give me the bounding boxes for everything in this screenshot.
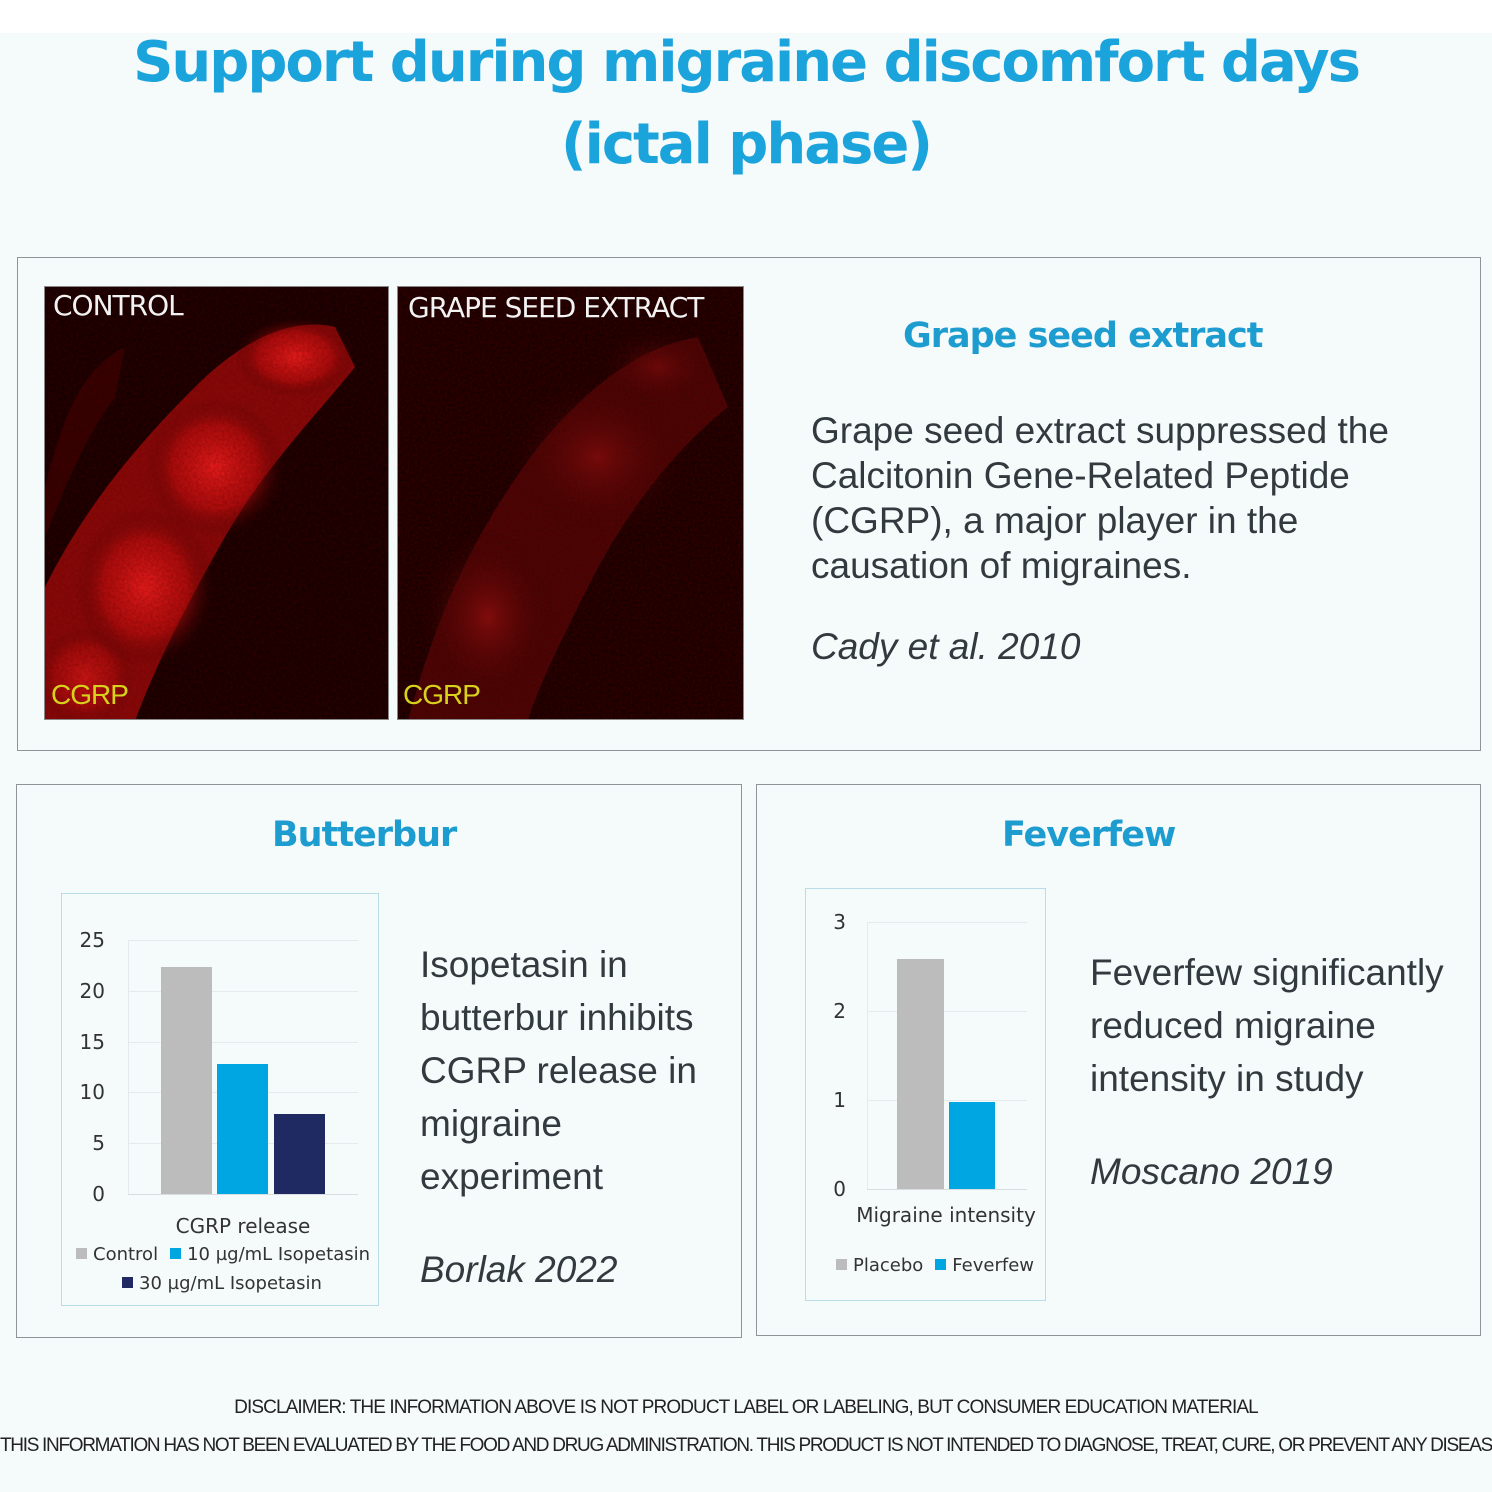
bar-placebo xyxy=(897,959,944,1189)
bar-feverfew xyxy=(949,1102,995,1189)
page-title: Support during migraine discomfort days xyxy=(133,30,1361,95)
grape-seed-citation: Cady et al. 2010 xyxy=(811,626,1081,667)
y-tick-label: 10 xyxy=(79,1080,105,1104)
legend-item: Placebo xyxy=(836,1255,923,1276)
butterbur-heading: Butterbur xyxy=(272,815,457,855)
grape-seed-extract-label: GRAPE SEED EXTRACT xyxy=(408,291,704,324)
cgrp-marker-label: CGRP xyxy=(403,679,481,710)
description-line: intensity in study xyxy=(1090,1058,1364,1099)
description-line: experiment xyxy=(420,1156,604,1197)
x-axis-label: CGRP release xyxy=(175,1214,311,1238)
gridline xyxy=(128,991,358,992)
y-tick-label: 2 xyxy=(833,999,846,1023)
y-tick-label: 20 xyxy=(79,979,105,1003)
gridline xyxy=(867,1100,1027,1101)
chart-legend: Placebo Feverfew xyxy=(836,1255,1046,1276)
y-tick-label: 15 xyxy=(79,1030,105,1054)
x-axis-line xyxy=(867,1189,1027,1190)
description-line: migraine xyxy=(420,1103,562,1144)
legend-item: Control xyxy=(76,1244,158,1265)
gridline xyxy=(128,1042,358,1043)
description-line: Grape seed extract suppressed the xyxy=(811,410,1389,451)
feverfew-heading: Feverfew xyxy=(1002,815,1176,855)
description-line: Calcitonin Gene-Related Peptide xyxy=(811,455,1350,496)
grape-seed-fluorescence-image xyxy=(398,287,743,719)
legend-item: 30 µg/mL Isopetasin xyxy=(122,1273,322,1294)
legend-swatch-icon xyxy=(170,1248,182,1259)
bar-10ug-isopetasin xyxy=(217,1064,268,1194)
legend-label: Feverfew xyxy=(952,1255,1034,1276)
description-line: (CGRP), a major player in the xyxy=(811,500,1299,541)
legend-swatch-icon xyxy=(836,1259,847,1270)
chart-legend: 30 µg/mL Isopetasin xyxy=(122,1273,334,1294)
x-axis-line xyxy=(128,1194,358,1195)
control-micrograph: CONTROL CGRP xyxy=(44,286,389,720)
feverfew-description: Feverfew significantly reduced migraine … xyxy=(1090,946,1444,1105)
legend-item: Feverfew xyxy=(935,1255,1034,1276)
cgrp-marker-label: CGRP xyxy=(51,679,129,710)
legend-item: 10 µg/mL Isopetasin xyxy=(170,1244,370,1265)
legend-swatch-icon xyxy=(122,1277,133,1288)
page-subtitle: (ictal phase) xyxy=(561,112,933,177)
disclaimer-line-2: THIS INFORMATION HAS NOT BEEN EVALUATED … xyxy=(0,1435,1492,1456)
gridline xyxy=(867,1011,1027,1012)
gridline xyxy=(128,940,358,941)
description-line: reduced migraine xyxy=(1090,1005,1376,1046)
control-label: CONTROL xyxy=(53,289,184,322)
y-tick-label: 1 xyxy=(833,1088,846,1112)
description-line: Feverfew significantly xyxy=(1090,952,1444,993)
description-line: butterbur inhibits xyxy=(420,997,694,1038)
y-tick-label: 25 xyxy=(79,928,105,952)
grape-seed-description: Grape seed extract suppressed the Calcit… xyxy=(811,408,1389,588)
y-tick-label: 0 xyxy=(833,1177,846,1201)
disclaimer-line-1: DISCLAIMER: THE INFORMATION ABOVE IS NOT… xyxy=(234,1397,1259,1418)
y-tick-label: 0 xyxy=(92,1182,105,1206)
chart-legend: Control 10 µg/mL Isopetasin xyxy=(76,1244,382,1265)
butterbur-description: Isopetasin in butterbur inhibits CGRP re… xyxy=(420,938,697,1203)
y-axis-line xyxy=(128,940,129,1194)
legend-label: 10 µg/mL Isopetasin xyxy=(187,1244,371,1265)
legend-label: 30 µg/mL Isopetasin xyxy=(139,1273,322,1294)
y-tick-label: 5 xyxy=(92,1131,105,1155)
legend-label: Placebo xyxy=(853,1255,924,1276)
grape-seed-micrograph: GRAPE SEED EXTRACT CGRP xyxy=(397,286,744,720)
description-line: Isopetasin in xyxy=(420,944,628,985)
bar-30ug-isopetasin xyxy=(274,1114,325,1194)
gridline xyxy=(867,922,1027,923)
legend-swatch-icon xyxy=(76,1248,87,1259)
grape-seed-heading: Grape seed extract xyxy=(903,316,1264,356)
description-line: CGRP release in xyxy=(420,1050,697,1091)
legend-swatch-icon xyxy=(935,1259,947,1270)
control-fluorescence-image xyxy=(45,287,388,719)
y-axis-line xyxy=(867,922,868,1189)
y-tick-label: 3 xyxy=(833,910,846,934)
x-axis-label: Migraine intensity xyxy=(856,1203,1036,1227)
feverfew-chart: 3 2 1 0 Migraine intensity Placebo Feverf… xyxy=(805,888,1046,1301)
feverfew-citation: Moscano 2019 xyxy=(1090,1151,1333,1192)
butterbur-chart: 25 20 15 10 5 0 CGRP release Control 10 µ… xyxy=(61,893,379,1306)
butterbur-citation: Borlak 2022 xyxy=(420,1249,618,1290)
bar-control xyxy=(161,967,212,1194)
legend-label: Control xyxy=(93,1244,159,1265)
description-line: causation of migraines. xyxy=(811,545,1192,586)
